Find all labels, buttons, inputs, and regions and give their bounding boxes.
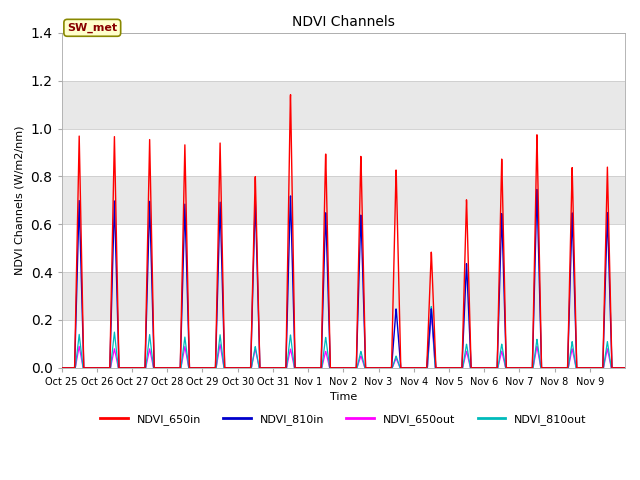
NDVI_810out <box>501 362 509 368</box>
NDVI_810in <box>465 319 473 325</box>
NDVI_650in <box>535 237 543 243</box>
Bar <box>61 272 625 320</box>
Line: NDVI_810in: NDVI_810in <box>61 190 625 368</box>
Line: NDVI_650out: NDVI_650out <box>61 313 625 368</box>
NDVI_810out <box>535 352 543 358</box>
NDVI_650out <box>415 365 423 371</box>
Legend: NDVI_650in, NDVI_810in, NDVI_650out, NDVI_810out: NDVI_650in, NDVI_810in, NDVI_650out, NDV… <box>95 409 591 429</box>
NDVI_650out <box>621 365 629 371</box>
NDVI_650in <box>501 315 509 321</box>
NDVI_810out <box>621 365 629 371</box>
NDVI_810out <box>58 365 65 371</box>
NDVI_810out <box>465 358 473 364</box>
NDVI_650in <box>621 365 629 371</box>
NDVI_650out <box>428 311 435 316</box>
NDVI_650in <box>173 365 180 371</box>
NDVI_650in <box>58 365 65 371</box>
NDVI_810in <box>58 365 65 371</box>
NDVI_810in <box>621 365 629 371</box>
NDVI_650in <box>465 298 473 303</box>
NDVI_650in <box>615 365 623 371</box>
Bar <box>61 81 625 129</box>
Line: NDVI_810out: NDVI_810out <box>61 307 625 368</box>
NDVI_810in <box>615 365 623 371</box>
Line: NDVI_650in: NDVI_650in <box>61 95 625 368</box>
NDVI_810out <box>173 365 180 371</box>
Bar <box>61 224 625 272</box>
NDVI_650out <box>615 365 623 371</box>
Title: NDVI Channels: NDVI Channels <box>292 15 395 29</box>
NDVI_810in <box>533 187 541 192</box>
NDVI_810out <box>428 304 435 310</box>
Text: SW_met: SW_met <box>67 23 117 33</box>
Bar <box>61 320 625 368</box>
NDVI_650out <box>173 365 180 371</box>
NDVI_650out <box>501 363 509 369</box>
X-axis label: Time: Time <box>330 393 357 402</box>
NDVI_650out <box>58 365 65 371</box>
NDVI_810in <box>535 267 543 273</box>
Y-axis label: NDVI Channels (W/m2/nm): NDVI Channels (W/m2/nm) <box>15 126 25 275</box>
NDVI_650out <box>465 360 473 366</box>
NDVI_810in <box>173 365 180 371</box>
NDVI_810in <box>501 322 509 327</box>
Bar <box>61 177 625 224</box>
NDVI_650out <box>535 355 543 361</box>
NDVI_810in <box>415 365 423 371</box>
NDVI_650in <box>287 92 294 97</box>
NDVI_650in <box>416 365 424 371</box>
NDVI_810out <box>615 365 623 371</box>
Bar <box>61 129 625 177</box>
Bar <box>61 33 625 81</box>
NDVI_810out <box>415 365 423 371</box>
